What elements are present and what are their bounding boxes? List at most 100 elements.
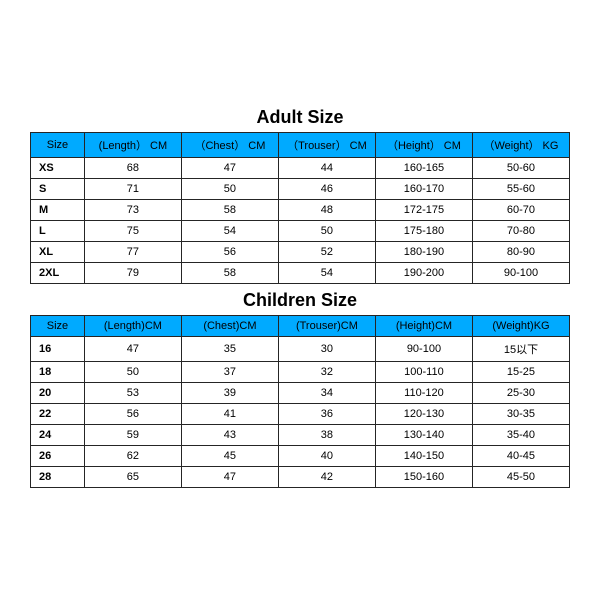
value-cell: 59 [84,424,181,445]
children-col-height: (Height)CM [375,315,472,336]
table-row: L755450175-18070-80 [31,220,570,241]
size-cell: 22 [31,403,85,424]
value-cell: 50 [84,361,181,382]
value-cell: 54 [181,220,278,241]
value-cell: 45-50 [472,466,569,487]
value-cell: 53 [84,382,181,403]
value-cell: 172-175 [375,199,472,220]
table-row: 24594338130-14035-40 [31,424,570,445]
adult-col-length: (Length） CM [84,132,181,157]
size-cell: 16 [31,336,85,361]
value-cell: 60-70 [472,199,569,220]
adult-header-row: Size (Length） CM （Chest） CM （Trouser） CM… [31,132,570,157]
value-cell: 90-100 [472,262,569,283]
value-cell: 62 [84,445,181,466]
value-cell: 50-60 [472,157,569,178]
value-cell: 160-165 [375,157,472,178]
size-cell: XS [31,157,85,178]
adult-col-trouser: （Trouser） CM [278,132,375,157]
children-col-weight: (Weight)KG [472,315,569,336]
value-cell: 54 [278,262,375,283]
value-cell: 71 [84,178,181,199]
value-cell: 30 [278,336,375,361]
adult-col-size: Size [31,132,85,157]
table-row: XS684744160-16550-60 [31,157,570,178]
value-cell: 15以下 [472,336,569,361]
value-cell: 35 [181,336,278,361]
value-cell: 32 [278,361,375,382]
value-cell: 100-110 [375,361,472,382]
size-cell: 2XL [31,262,85,283]
table-row: 26624540140-15040-45 [31,445,570,466]
children-size-table: Size (Length)CM (Chest)CM (Trouser)CM (H… [30,315,570,488]
value-cell: 25-30 [472,382,569,403]
children-size-title: Children Size [30,290,570,311]
size-cell: L [31,220,85,241]
table-row: 20533934110-12025-30 [31,382,570,403]
adult-tbody: XS684744160-16550-60S715046160-17055-60M… [31,157,570,283]
value-cell: 45 [181,445,278,466]
adult-col-chest: （Chest） CM [181,132,278,157]
value-cell: 43 [181,424,278,445]
value-cell: 37 [181,361,278,382]
size-cell: 28 [31,466,85,487]
table-row: 28654742150-16045-50 [31,466,570,487]
value-cell: 130-140 [375,424,472,445]
value-cell: 38 [278,424,375,445]
children-col-chest: (Chest)CM [181,315,278,336]
value-cell: 36 [278,403,375,424]
value-cell: 190-200 [375,262,472,283]
value-cell: 40 [278,445,375,466]
table-row: 2XL795854190-20090-100 [31,262,570,283]
value-cell: 56 [84,403,181,424]
value-cell: 150-160 [375,466,472,487]
value-cell: 46 [278,178,375,199]
value-cell: 80-90 [472,241,569,262]
value-cell: 47 [181,466,278,487]
value-cell: 56 [181,241,278,262]
size-cell: 18 [31,361,85,382]
adult-size-table: Size (Length） CM （Chest） CM （Trouser） CM… [30,132,570,284]
value-cell: 47 [181,157,278,178]
value-cell: 50 [278,220,375,241]
value-cell: 41 [181,403,278,424]
size-cell: 20 [31,382,85,403]
children-tbody: 1647353090-10015以下18503732100-11015-2520… [31,336,570,487]
value-cell: 160-170 [375,178,472,199]
table-row: M735848172-17560-70 [31,199,570,220]
table-row: 22564136120-13030-35 [31,403,570,424]
size-charts-container: Adult Size Size (Length） CM （Chest） CM （… [20,97,580,504]
value-cell: 39 [181,382,278,403]
value-cell: 55-60 [472,178,569,199]
value-cell: 140-150 [375,445,472,466]
table-row: 18503732100-11015-25 [31,361,570,382]
value-cell: 50 [181,178,278,199]
value-cell: 180-190 [375,241,472,262]
adult-col-weight: （Weight） KG [472,132,569,157]
size-cell: XL [31,241,85,262]
children-header-row: Size (Length)CM (Chest)CM (Trouser)CM (H… [31,315,570,336]
size-cell: 24 [31,424,85,445]
value-cell: 40-45 [472,445,569,466]
value-cell: 175-180 [375,220,472,241]
children-col-size: Size [31,315,85,336]
children-col-length: (Length)CM [84,315,181,336]
value-cell: 42 [278,466,375,487]
value-cell: 79 [84,262,181,283]
value-cell: 44 [278,157,375,178]
value-cell: 73 [84,199,181,220]
value-cell: 120-130 [375,403,472,424]
size-cell: M [31,199,85,220]
value-cell: 70-80 [472,220,569,241]
size-cell: 26 [31,445,85,466]
value-cell: 77 [84,241,181,262]
table-row: 1647353090-10015以下 [31,336,570,361]
value-cell: 34 [278,382,375,403]
value-cell: 58 [181,199,278,220]
value-cell: 65 [84,466,181,487]
adult-col-height: （Height） CM [375,132,472,157]
value-cell: 68 [84,157,181,178]
value-cell: 30-35 [472,403,569,424]
value-cell: 48 [278,199,375,220]
value-cell: 35-40 [472,424,569,445]
